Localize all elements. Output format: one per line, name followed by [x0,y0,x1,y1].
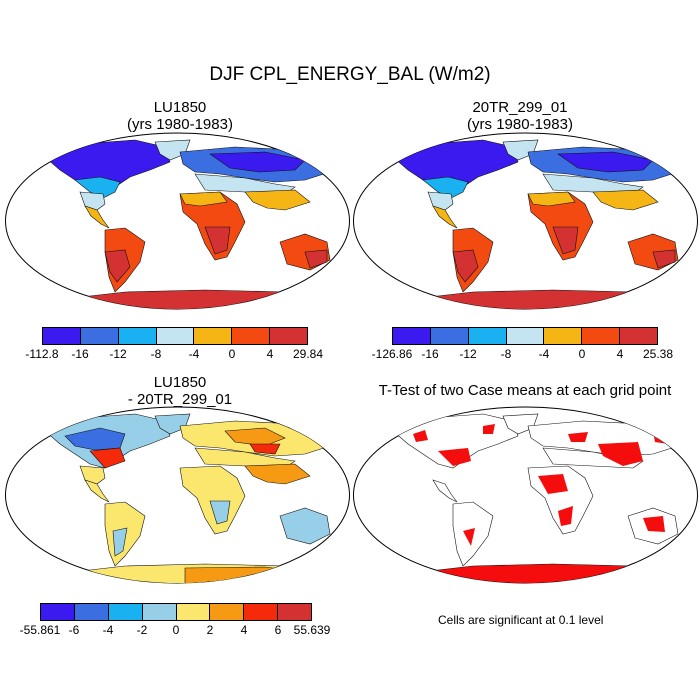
colorbar-tick-label: -4 [538,347,550,361]
colorbar-swatch [142,604,177,620]
map-ttest [353,406,698,584]
panel-title-line2: - 20TR_299_01 [127,391,233,408]
colorbar-swatch [194,328,233,344]
colorbar-swatch [506,328,545,344]
colorbar-swatch [74,604,109,620]
colorbar-tick-label: -12 [109,347,127,361]
colorbar-swatch [393,328,431,344]
colorbar-swatch [468,328,507,344]
colorbar-tick-label: -12 [459,347,477,361]
colorbar-tick-label: -6 [68,623,80,637]
panel-title-line2: (yrs 1980-1983) [467,116,573,133]
colorbar-swatch [210,604,245,620]
panel-title-lu1850: LU1850 (yrs 1980-1983) [45,99,315,133]
panel-title-difference: LU1850 - 20TR_299_01 [45,374,315,408]
colorbar-tick-label: 25.38 [642,347,674,361]
colorbar-tick-label: -16 [71,347,89,361]
colorbar-tick-label: -8 [150,347,162,361]
colorbar-tick-label: -2 [136,623,148,637]
panel-title-20tr: 20TR_299_01 (yrs 1980-1983) [385,99,655,133]
colorbar-tick-label: -126.86 [371,347,413,361]
colorbar-swatch [108,604,143,620]
colorbar-tick-label: 55.639 [293,623,331,637]
colorbar-tick-label: -55.861 [19,623,61,637]
colorbar-tick-label: 0 [172,623,180,637]
colorbar-labels-20tr: -126.86 -16 -12 -8 -4 0 4 25.38 [372,347,673,361]
colorbar-swatch [582,328,621,344]
colorbar-swatch [232,328,271,344]
colorbar-tick-label: 0 [578,347,586,361]
colorbar-swatch [118,328,157,344]
map-20tr [353,132,698,310]
colorbar-swatch [244,604,279,620]
colorbar-tick-label: 6 [274,623,282,637]
colorbar-swatch [80,328,119,344]
panel-title-line1: 20TR_299_01 [472,99,568,116]
colorbar-swatch [278,604,311,620]
colorbar-swatch [41,604,75,620]
colorbar-swatch [430,328,469,344]
colorbar-tick-label: 4 [240,623,248,637]
panel-title-ttest: T-Test of two Case means at each grid po… [378,382,672,399]
colorbar-tick-label: 4 [616,347,624,361]
panel-title-line1: LU1850 [153,99,207,116]
colorbar-tick-label: -8 [500,347,512,361]
colorbar-20tr [392,327,658,345]
colorbar-lu1850 [42,327,308,345]
colorbar-swatch [43,328,81,344]
colorbar-tick-label: -112.8 [25,347,59,361]
map-lu1850 [5,132,350,310]
colorbar-tick-label: 29.84 [292,347,324,361]
colorbar-swatch [544,328,583,344]
colorbar-difference [40,603,312,621]
colorbar-tick-label: 0 [228,347,236,361]
colorbar-tick-label: -16 [421,347,439,361]
colorbar-tick-label: 2 [206,623,214,637]
map-difference [5,406,350,584]
colorbar-tick-label: -4 [188,347,200,361]
colorbar-swatch [270,328,308,344]
colorbar-tick-label: -4 [102,623,114,637]
panel-title-line1: LU1850 [153,374,207,391]
significance-note: Cells are significant at 0.1 level [438,613,604,627]
figure-title: DJF CPL_ENERGY_BAL (W/m2) [209,64,491,85]
colorbar-labels-lu1850: -112.8 -16 -12 -8 -4 0 4 29.84 [25,347,323,361]
colorbar-labels-difference: -55.861 -6 -4 -2 0 2 4 6 55.639 [20,623,331,637]
colorbar-swatch [176,604,211,620]
colorbar-swatch [620,328,658,344]
colorbar-swatch [156,328,195,344]
panel-title-line2: (yrs 1980-1983) [127,116,233,133]
colorbar-tick-label: 4 [266,347,274,361]
